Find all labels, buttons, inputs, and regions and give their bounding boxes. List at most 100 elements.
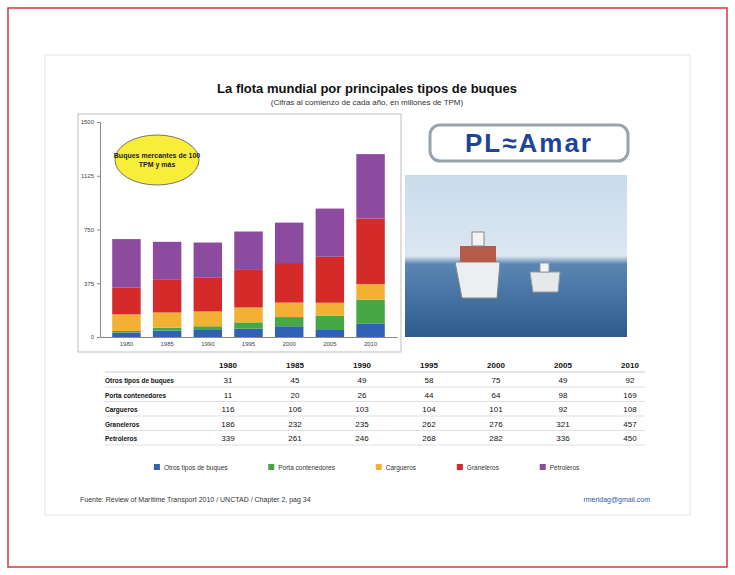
table-cell: 262 (422, 420, 436, 429)
y-tick: 1125 (81, 173, 100, 179)
table-cell: 235 (355, 420, 369, 429)
table-cell: 104 (422, 405, 436, 414)
bar (275, 303, 303, 317)
contact: rmeridag@gmail.com (583, 496, 650, 504)
table-rule (105, 416, 645, 417)
table-cell: 457 (623, 420, 637, 429)
table-cell: 31 (224, 376, 233, 385)
bar (194, 243, 222, 278)
table-cell: 116 (222, 405, 235, 414)
tick-label: 1980 (120, 341, 134, 347)
table-row-label: Otros tipos de buques (105, 377, 174, 385)
tick-label: 2000 (283, 341, 297, 347)
ship (530, 272, 560, 292)
bar (275, 223, 303, 263)
bar (194, 330, 222, 337)
bar (356, 284, 384, 299)
table-cell: 186 (221, 420, 235, 429)
legend-label: Porta contenedores (278, 464, 335, 471)
data-table: 1980198519901995200020052010Otros tipos … (105, 361, 645, 445)
table-cell: 450 (623, 434, 637, 443)
tick-label: 2005 (323, 341, 337, 347)
ship-bridge (540, 263, 549, 272)
table-cell: 44 (425, 391, 434, 400)
axis-line (101, 337, 398, 338)
bar (316, 316, 344, 330)
tick-label: 2010 (364, 341, 378, 347)
table-rule (105, 430, 645, 431)
tick-mark (97, 122, 100, 123)
legend-label: Otros tipos de buques (164, 464, 228, 472)
bar (153, 331, 181, 337)
table-cell: 336 (556, 434, 570, 443)
bar (234, 270, 262, 308)
bar (275, 317, 303, 326)
bar (316, 303, 344, 316)
tick-mark (97, 230, 100, 231)
table-cell: 58 (425, 376, 434, 385)
axis-line (100, 123, 101, 338)
table-cell: 49 (358, 376, 367, 385)
page: La flota mundial por principales tipos d… (0, 0, 735, 575)
logo-box (430, 125, 628, 161)
page-frame (8, 8, 727, 567)
legend-label: Graneleros (467, 464, 500, 471)
table-cell: 246 (355, 434, 369, 443)
legend-label: Cargueros (386, 464, 417, 472)
bar (316, 209, 344, 257)
table-header: 1985 (286, 361, 304, 370)
legend-swatch (376, 464, 382, 470)
table-header: 1990 (353, 361, 371, 370)
legend-item: Cargueros (376, 464, 417, 472)
bar (194, 278, 222, 312)
table-cell: 11 (224, 391, 233, 400)
tick-label: 1995 (242, 341, 256, 347)
table-cell: 20 (291, 391, 300, 400)
legend-item: Graneleros (457, 464, 500, 471)
legend-item: Otros tipos de buques (154, 464, 228, 472)
bar (356, 324, 384, 337)
bar (112, 314, 140, 331)
bar (153, 328, 181, 331)
legend-item: Petroleros (540, 464, 580, 471)
logo: PL≈Amar (465, 128, 593, 158)
bar (234, 322, 262, 328)
table-row-label: Porta contenedores (105, 392, 166, 399)
ship-cargo (460, 246, 496, 262)
ship (455, 262, 500, 298)
table-header: 2010 (621, 361, 639, 370)
table-cell: 339 (221, 434, 235, 443)
table-cell: 276 (489, 420, 503, 429)
table-rule (105, 387, 645, 388)
bar (112, 333, 140, 337)
y-axis: 037575011251500 (81, 119, 101, 340)
tick-mark (97, 283, 100, 284)
x-tick: 2010 (364, 341, 378, 347)
x-axis: 1980198519901995200020052010 (101, 338, 398, 348)
bar (356, 154, 384, 219)
table-cell: 261 (288, 434, 302, 443)
table-cell: 98 (559, 391, 568, 400)
tick-mark (97, 176, 100, 177)
bar (194, 326, 222, 330)
table-cell: 321 (556, 420, 570, 429)
bar (234, 307, 262, 322)
table-rule (105, 401, 645, 402)
table-cell: 103 (355, 405, 369, 414)
bar (356, 219, 384, 285)
source: Fuente: Review of Maritime Transport 201… (80, 496, 311, 504)
table-cell: 49 (559, 376, 568, 385)
x-tick: 2005 (323, 341, 337, 347)
table-cell: 169 (623, 391, 637, 400)
slide-panel (45, 55, 690, 515)
table-header: 2000 (487, 361, 505, 370)
table-row-label: Graneleros (105, 421, 140, 428)
table-cell: 101 (489, 405, 503, 414)
table-cell: 75 (492, 376, 501, 385)
bar (112, 288, 140, 315)
bar (234, 232, 262, 270)
x-tick: 2000 (283, 341, 297, 347)
bar (234, 329, 262, 337)
table-cell: 106 (288, 405, 302, 414)
annotation-bubble (115, 135, 199, 185)
